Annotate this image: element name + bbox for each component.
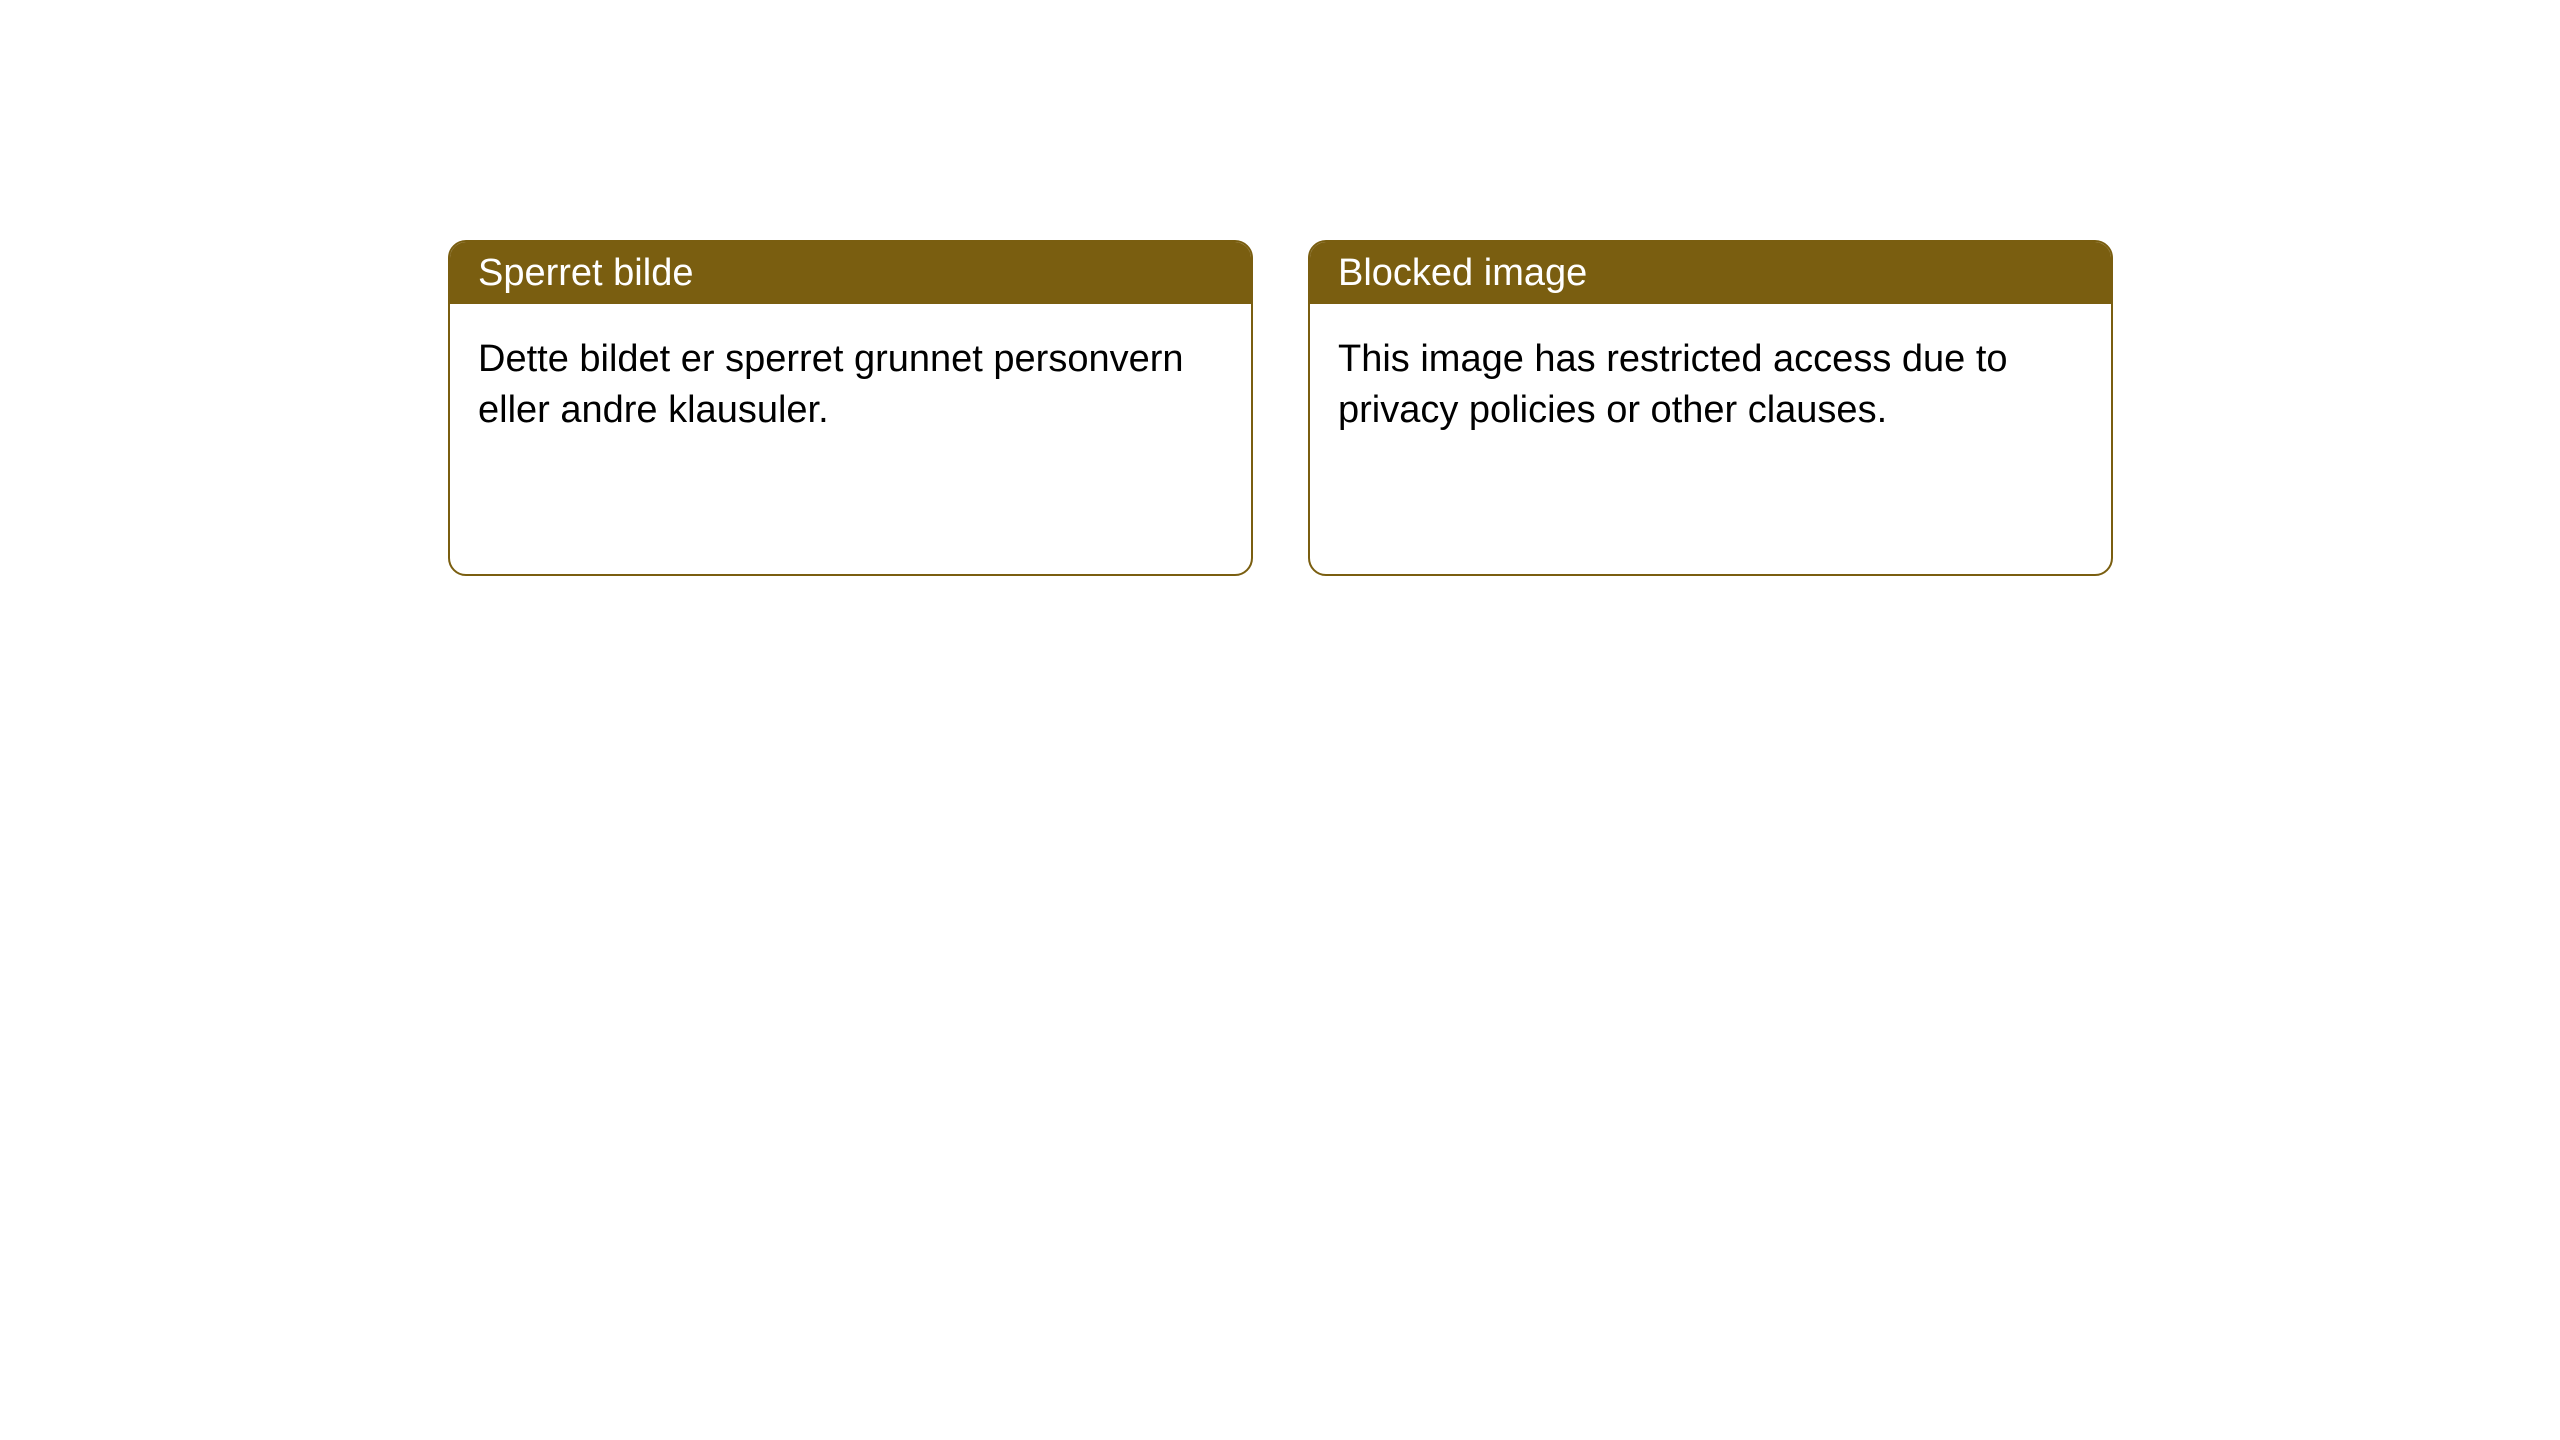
card-body: This image has restricted access due to …	[1310, 304, 2111, 467]
notice-cards-container: Sperret bilde Dette bildet er sperret gr…	[0, 0, 2560, 576]
blocked-image-card-en: Blocked image This image has restricted …	[1308, 240, 2113, 576]
card-body: Dette bildet er sperret grunnet personve…	[450, 304, 1251, 467]
card-header: Sperret bilde	[450, 242, 1251, 304]
card-body-text: Dette bildet er sperret grunnet personve…	[478, 338, 1184, 431]
card-title: Sperret bilde	[478, 252, 693, 295]
blocked-image-card-no: Sperret bilde Dette bildet er sperret gr…	[448, 240, 1253, 576]
card-body-text: This image has restricted access due to …	[1338, 338, 2008, 431]
card-title: Blocked image	[1338, 252, 1587, 295]
card-header: Blocked image	[1310, 242, 2111, 304]
